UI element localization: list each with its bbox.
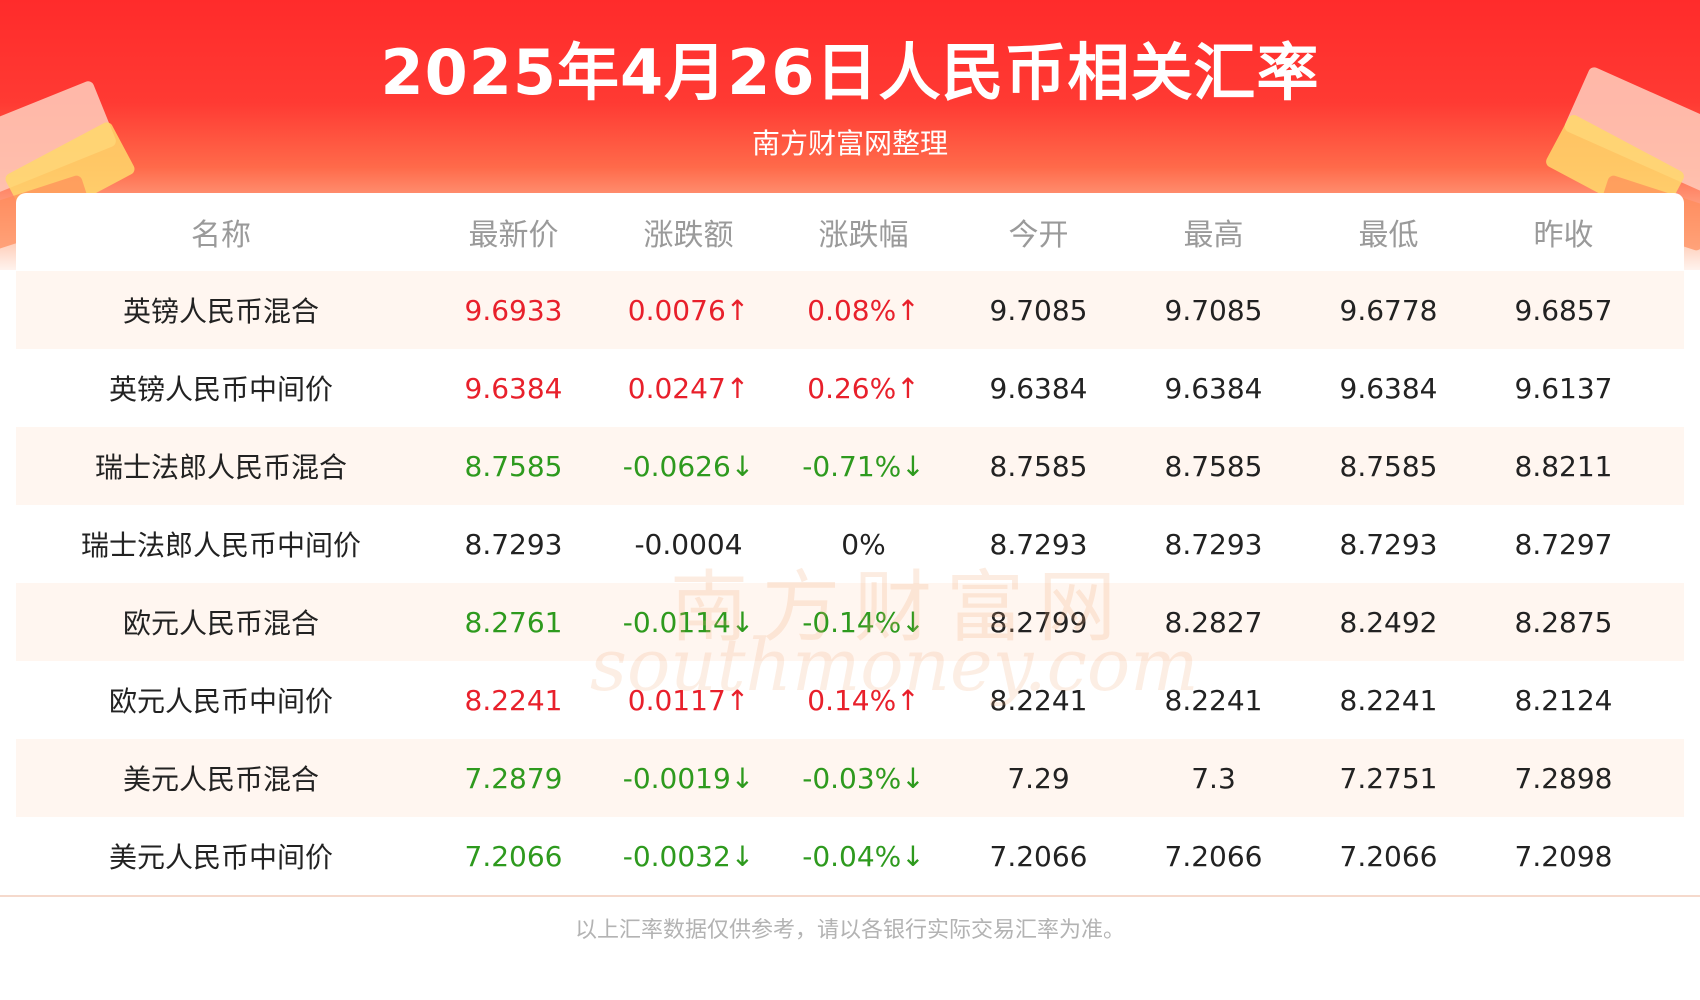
rate-high: 7.3 bbox=[1191, 761, 1236, 795]
column-header-name: 名称 bbox=[191, 218, 251, 253]
rate-latest: 8.7585 bbox=[464, 449, 563, 483]
rate-open: 8.2799 bbox=[989, 605, 1088, 639]
table-row: 英镑人民币中间价 9.6384 0.0247↑ 0.26%↑ 9.6384 9.… bbox=[16, 349, 1684, 427]
column-header-open: 今开 bbox=[1008, 218, 1069, 253]
rate-change-pct: 0% bbox=[841, 527, 886, 561]
rate-change-pct: -0.14%↓ bbox=[802, 605, 925, 639]
rate-prev-close: 7.2098 bbox=[1514, 839, 1613, 873]
table-row: 英镑人民币混合 9.6933 0.0076↑ 0.08%↑ 9.7085 9.7… bbox=[16, 271, 1684, 349]
footer-divider bbox=[0, 895, 1700, 897]
rate-change-pct: -0.71%↓ bbox=[802, 449, 925, 483]
rate-change: -0.0004 bbox=[634, 527, 743, 561]
rate-change: 0.0076↑ bbox=[627, 293, 750, 327]
column-header-latest: 最新价 bbox=[468, 218, 559, 253]
rate-high: 9.7085 bbox=[1164, 293, 1263, 327]
rate-change: -0.0626↓ bbox=[622, 449, 755, 483]
rate-low: 9.6384 bbox=[1339, 371, 1438, 405]
rate-open: 7.2066 bbox=[989, 839, 1088, 873]
rate-high: 8.7293 bbox=[1164, 527, 1263, 561]
rate-high: 9.6384 bbox=[1164, 371, 1263, 405]
footer-note: 以上汇率数据仅供参考，请以各银行实际交易汇率为准。 bbox=[574, 918, 1125, 943]
rate-low: 7.2751 bbox=[1339, 761, 1438, 795]
rate-latest: 7.2066 bbox=[464, 839, 563, 873]
table-row: 瑞士法郎人民币中间价 8.7293 -0.0004 0% 8.7293 8.72… bbox=[16, 505, 1684, 583]
rate-latest: 9.6384 bbox=[464, 371, 563, 405]
rate-low: 8.7293 bbox=[1339, 527, 1438, 561]
rate-name: 瑞士法郎人民币混合 bbox=[94, 451, 347, 484]
page-title: 2025年4月26日人民币相关汇率 bbox=[380, 36, 1320, 109]
rate-change: -0.0114↓ bbox=[622, 605, 755, 639]
rate-name: 美元人民币中间价 bbox=[108, 841, 333, 874]
table-row: 欧元人民币中间价 8.2241 0.0117↑ 0.14%↑ 8.2241 8.… bbox=[16, 661, 1684, 739]
rate-name: 瑞士法郎人民币中间价 bbox=[80, 529, 361, 562]
rate-open: 8.2241 bbox=[989, 683, 1088, 717]
table-row: 瑞士法郎人民币混合 8.7585 -0.0626↓ -0.71%↓ 8.7585… bbox=[16, 427, 1684, 505]
rate-latest: 8.2241 bbox=[464, 683, 563, 717]
table-row: 欧元人民币混合 8.2761 -0.0114↓ -0.14%↓ 8.2799 8… bbox=[16, 583, 1684, 661]
rate-high: 8.2241 bbox=[1164, 683, 1263, 717]
rate-low: 8.2492 bbox=[1339, 605, 1438, 639]
rate-open: 8.7585 bbox=[989, 449, 1088, 483]
rate-low: 7.2066 bbox=[1339, 839, 1438, 873]
rate-low: 8.7585 bbox=[1339, 449, 1438, 483]
rate-change-pct: -0.03%↓ bbox=[802, 761, 925, 795]
rate-change: 0.0247↑ bbox=[627, 371, 750, 405]
rate-name: 英镑人民币中间价 bbox=[108, 373, 333, 406]
table-header-row: 名称 最新价 涨跌额 涨跌幅 今开 最高 最低 昨收 bbox=[16, 193, 1684, 271]
column-header-change: 涨跌额 bbox=[643, 218, 734, 253]
rate-change-pct: 0.14%↑ bbox=[807, 683, 920, 717]
rate-change: -0.0032↓ bbox=[622, 839, 755, 873]
rate-prev-close: 8.8211 bbox=[1514, 449, 1613, 483]
rate-change: 0.0117↑ bbox=[627, 683, 750, 717]
rate-prev-close: 9.6857 bbox=[1514, 293, 1613, 327]
rate-latest: 8.7293 bbox=[464, 527, 563, 561]
rate-prev-close: 9.6137 bbox=[1514, 371, 1613, 405]
rate-name: 欧元人民币混合 bbox=[122, 607, 319, 640]
rate-prev-close: 8.7297 bbox=[1514, 527, 1613, 561]
rate-change-pct: 0.26%↑ bbox=[807, 371, 920, 405]
rate-change: -0.0019↓ bbox=[622, 761, 755, 795]
rate-open: 9.6384 bbox=[989, 371, 1088, 405]
rate-high: 8.7585 bbox=[1164, 449, 1263, 483]
rate-name: 美元人民币混合 bbox=[122, 763, 319, 796]
column-header-change-pct: 涨跌幅 bbox=[818, 218, 909, 253]
rate-open: 7.29 bbox=[1007, 761, 1070, 795]
column-header-high: 最高 bbox=[1183, 218, 1244, 253]
table-row: 美元人民币中间价 7.2066 -0.0032↓ -0.04%↓ 7.2066 … bbox=[16, 817, 1684, 895]
rate-prev-close: 7.2898 bbox=[1514, 761, 1613, 795]
column-header-low: 最低 bbox=[1358, 218, 1419, 253]
rate-open: 8.7293 bbox=[989, 527, 1088, 561]
rate-prev-close: 8.2875 bbox=[1514, 605, 1613, 639]
rate-latest: 7.2879 bbox=[464, 761, 563, 795]
rate-name: 英镑人民币混合 bbox=[122, 295, 319, 328]
rate-high: 8.2827 bbox=[1164, 605, 1263, 639]
rate-prev-close: 8.2124 bbox=[1514, 683, 1613, 717]
rate-change-pct: 0.08%↑ bbox=[807, 293, 920, 327]
rate-change-pct: -0.04%↓ bbox=[802, 839, 925, 873]
rate-high: 7.2066 bbox=[1164, 839, 1263, 873]
page-subtitle: 南方财富网整理 bbox=[751, 127, 948, 160]
table-row: 美元人民币混合 7.2879 -0.0019↓ -0.03%↓ 7.29 7.3… bbox=[16, 739, 1684, 817]
rate-low: 8.2241 bbox=[1339, 683, 1438, 717]
rate-latest: 9.6933 bbox=[464, 293, 563, 327]
column-header-prev-close: 昨收 bbox=[1533, 218, 1594, 253]
rate-name: 欧元人民币中间价 bbox=[108, 685, 333, 718]
rate-latest: 8.2761 bbox=[464, 605, 563, 639]
rates-table: 名称 最新价 涨跌额 涨跌幅 今开 最高 最低 昨收 英镑人民币混合 9.693… bbox=[16, 193, 1684, 893]
rate-open: 9.7085 bbox=[989, 293, 1088, 327]
rate-low: 9.6778 bbox=[1339, 293, 1438, 327]
